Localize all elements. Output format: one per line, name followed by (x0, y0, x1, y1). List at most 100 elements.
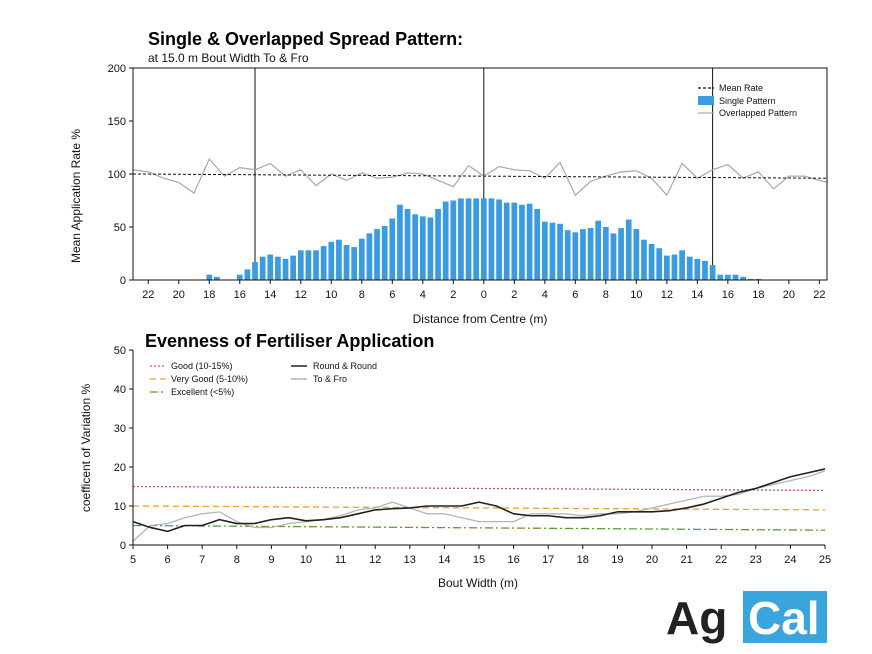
single-pattern-bar (511, 202, 518, 280)
x-tick-label: 13 (404, 554, 416, 566)
single-pattern-bar (702, 260, 708, 280)
y-tick-label: 50 (114, 222, 126, 234)
single-pattern-bar (671, 254, 678, 280)
legend-single-label: Single Pattern (719, 96, 776, 106)
single-pattern-bar (305, 250, 312, 280)
chart2-legend: Good (10-15%) Very Good (5-10%) Excellen… (150, 361, 377, 397)
single-pattern-bar (366, 233, 373, 280)
single-pattern-bar (564, 230, 571, 280)
chart1-frame (132, 67, 828, 281)
single-pattern-bar (625, 219, 632, 280)
x-tick-label: 10 (300, 554, 312, 566)
chart1-bars (206, 198, 762, 280)
chart1-title: Single & Overlapped Spread Pattern: (148, 29, 463, 49)
x-tick-label: 17 (542, 554, 554, 566)
chart2-frame (132, 350, 825, 546)
x-tick-label: 14 (691, 289, 703, 301)
single-pattern-bar (503, 202, 510, 280)
single-pattern-bar (259, 256, 266, 280)
x-tick-label: 16 (722, 289, 734, 301)
single-pattern-bar (755, 278, 762, 280)
legend-good-label: Good (10-15%) (171, 361, 233, 371)
single-pattern-bar (435, 208, 441, 280)
single-pattern-bar (679, 250, 685, 280)
single-pattern-bar (724, 274, 731, 280)
y-tick-label: 0 (120, 540, 126, 552)
single-pattern-bar (732, 274, 739, 280)
legend-verygood-label: Very Good (5-10%) (171, 374, 248, 384)
single-pattern-bar (534, 208, 541, 280)
single-pattern-bar (519, 204, 525, 280)
x-tick-label: 6 (572, 289, 578, 301)
y-tick-label: 20 (114, 462, 126, 474)
x-tick-label: 10 (630, 289, 642, 301)
x-tick-label: 12 (661, 289, 673, 301)
x-tick-label: 8 (234, 554, 240, 566)
single-pattern-bar (740, 276, 746, 280)
single-pattern-bar (663, 255, 670, 280)
x-tick-label: 10 (325, 289, 337, 301)
single-pattern-bar (282, 258, 289, 280)
x-tick-label: 22 (142, 289, 154, 301)
single-pattern-bar (313, 250, 319, 280)
single-pattern-bar (526, 203, 533, 280)
chart2-series (132, 468, 826, 542)
single-pattern-bar (572, 232, 579, 280)
legend-round-label: Round & Round (313, 361, 377, 371)
single-pattern-bar (602, 227, 609, 280)
single-pattern-bar (618, 228, 624, 280)
chart2-ticks: 0 10 20 30 40 50 5 6 7 8 9 10 11 12 13 14 15 16 17 18 19 20 21… (114, 345, 831, 566)
y-tick-label: 50 (114, 345, 126, 357)
single-pattern-bar (656, 248, 663, 280)
single-pattern-bar (236, 274, 243, 280)
single-pattern-bar (709, 265, 716, 280)
x-tick-label: 9 (268, 554, 274, 566)
y-tick-label: 10 (114, 501, 126, 513)
x-tick-label: 5 (130, 554, 136, 566)
x-tick-label: 15 (473, 554, 485, 566)
single-pattern-bar (381, 225, 388, 280)
y-tick-label: 100 (108, 169, 126, 181)
chart1-lines (132, 158, 828, 197)
y-tick-label: 30 (114, 423, 126, 435)
single-pattern-bar (297, 250, 304, 280)
x-tick-label: 14 (264, 289, 276, 301)
overlapped-pattern-line (132, 158, 828, 197)
logo-ag-text: Ag (666, 592, 727, 644)
logo-cal-text: Cal (748, 592, 820, 644)
logo-cal-box (743, 591, 827, 643)
single-pattern-bar (641, 239, 647, 280)
chart1-legend: Mean Rate Single Pattern Overlapped Patt… (698, 83, 797, 118)
chart2-title: Evenness of Fertiliser Application (145, 331, 434, 351)
legend-mean-label: Mean Rate (719, 83, 763, 93)
x-tick-label: 18 (577, 554, 589, 566)
single-pattern-bar (252, 261, 258, 280)
x-tick-label: 0 (481, 289, 487, 301)
x-tick-label: 25 (819, 554, 831, 566)
single-pattern-bar (473, 198, 480, 280)
single-pattern-bar (694, 258, 701, 280)
mean-rate-line (132, 173, 828, 179)
single-pattern-bar (557, 223, 563, 280)
single-pattern-bar (480, 198, 487, 280)
x-tick-label: 12 (369, 554, 381, 566)
x-tick-label: 6 (389, 289, 395, 301)
x-tick-label: 24 (784, 554, 796, 566)
single-pattern-bar (343, 245, 350, 280)
y-tick-label: 0 (120, 275, 126, 287)
single-pattern-bar (244, 269, 251, 280)
single-pattern-bar (648, 243, 655, 280)
x-tick-label: 20 (173, 289, 185, 301)
threshold-line (132, 485, 826, 492)
single-pattern-bar (458, 198, 464, 280)
x-tick-label: 20 (783, 289, 795, 301)
chart1-ylabel: Mean Application Rate % (69, 129, 83, 263)
x-tick-label: 14 (438, 554, 450, 566)
single-pattern-bar (488, 198, 495, 280)
single-pattern-bar (717, 274, 724, 280)
single-pattern-bar (610, 233, 617, 280)
threshold-line (132, 505, 826, 511)
single-pattern-bar (587, 228, 594, 280)
